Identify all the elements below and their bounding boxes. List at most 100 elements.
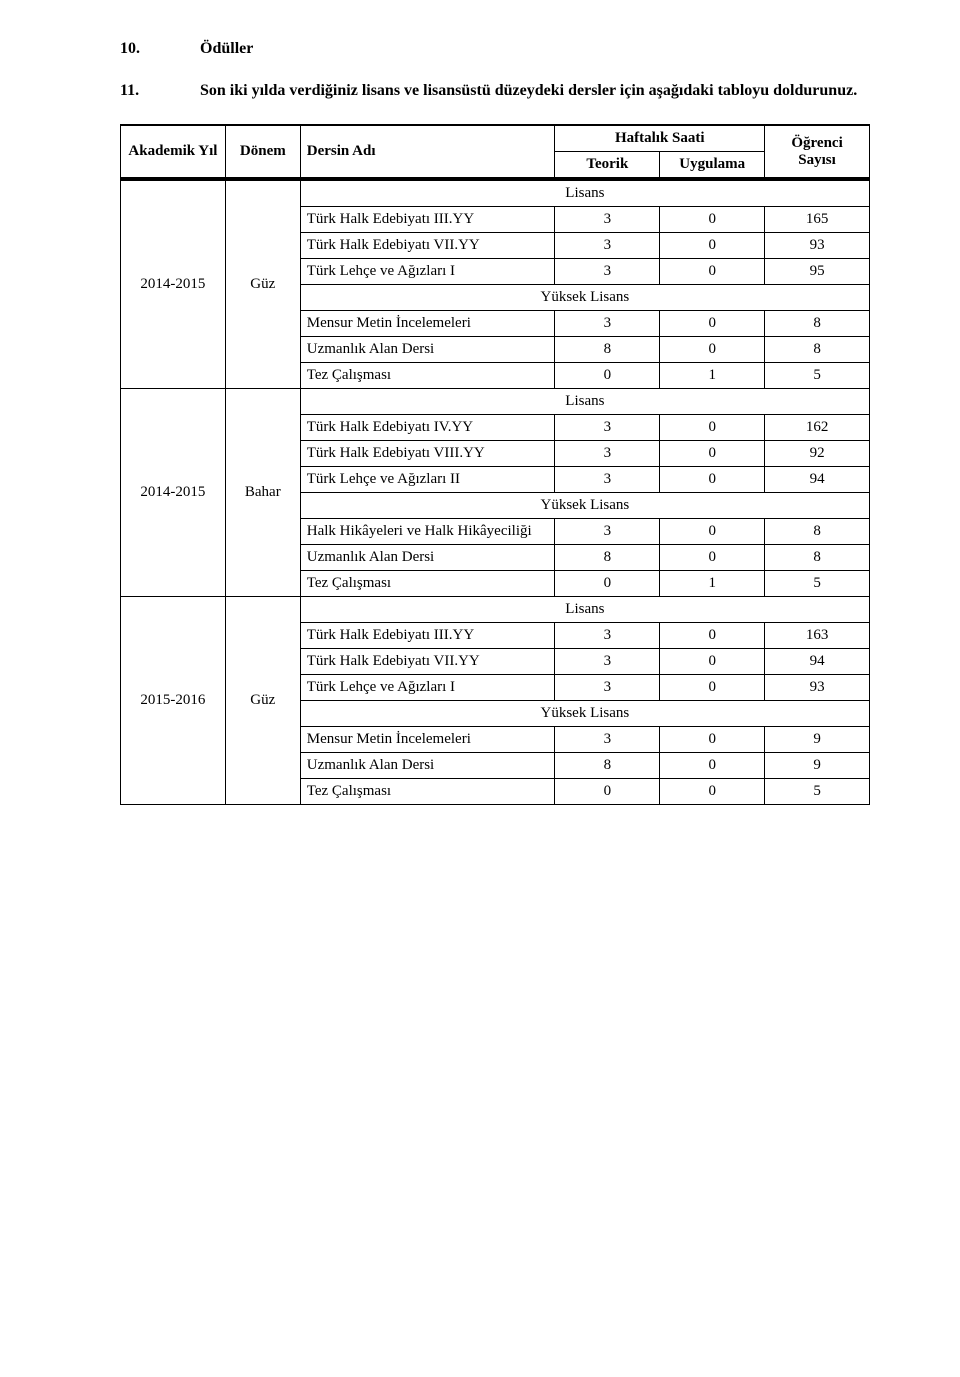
course-name-cell: Türk Lehçe ve Ağızları II	[300, 467, 555, 493]
group-label-cell: Yüksek Lisans	[300, 701, 869, 727]
course-name-cell: Uzmanlık Alan Dersi	[300, 337, 555, 363]
practice-cell: 0	[660, 467, 765, 493]
theory-cell: 3	[555, 519, 660, 545]
practice-cell: 0	[660, 545, 765, 571]
course-name-cell: Türk Halk Edebiyatı VIII.YY	[300, 441, 555, 467]
section-10-heading: 10. Ödüller	[120, 40, 870, 58]
section-11-heading: 11. Son iki yılda verdiğiniz lisans ve l…	[120, 82, 870, 100]
student-count-cell: 163	[765, 623, 870, 649]
course-name-cell: Mensur Metin İncelemeleri	[300, 311, 555, 337]
practice-cell: 1	[660, 571, 765, 597]
practice-cell: 0	[660, 441, 765, 467]
student-count-cell: 93	[765, 675, 870, 701]
col-header-donem: Dönem	[225, 125, 300, 179]
theory-cell: 0	[555, 363, 660, 389]
theory-cell: 8	[555, 337, 660, 363]
theory-cell: 0	[555, 571, 660, 597]
group-label-row: 2015-2016GüzLisans	[121, 597, 870, 623]
group-label-cell: Yüksek Lisans	[300, 493, 869, 519]
theory-cell: 3	[555, 727, 660, 753]
col-header-teorik: Teorik	[555, 152, 660, 180]
practice-cell: 0	[660, 259, 765, 285]
practice-cell: 0	[660, 649, 765, 675]
student-count-cell: 94	[765, 467, 870, 493]
course-name-cell: Türk Halk Edebiyatı VII.YY	[300, 233, 555, 259]
student-count-cell: 8	[765, 337, 870, 363]
student-count-cell: 92	[765, 441, 870, 467]
practice-cell: 0	[660, 675, 765, 701]
theory-cell: 3	[555, 207, 660, 233]
course-name-cell: Tez Çalışması	[300, 571, 555, 597]
col-header-uygulama: Uygulama	[660, 152, 765, 180]
student-count-cell: 5	[765, 363, 870, 389]
course-name-cell: Türk Lehçe ve Ağızları I	[300, 259, 555, 285]
theory-cell: 3	[555, 415, 660, 441]
group-label-cell: Lisans	[300, 389, 869, 415]
practice-cell: 0	[660, 727, 765, 753]
col-header-akademik-yil: Akademik Yıl	[121, 125, 226, 179]
term-year-cell: 2014-2015	[121, 389, 226, 597]
section-10-title: Ödüller	[200, 40, 253, 58]
term-semester-cell: Güz	[225, 179, 300, 389]
practice-cell: 0	[660, 623, 765, 649]
theory-cell: 3	[555, 259, 660, 285]
courses-table-body: 2014-2015GüzLisansTürk Halk Edebiyatı II…	[121, 179, 870, 805]
theory-cell: 8	[555, 753, 660, 779]
theory-cell: 3	[555, 441, 660, 467]
courses-table-head: Akademik Yıl Dönem Dersin Adı Haftalık S…	[121, 125, 870, 179]
practice-cell: 0	[660, 207, 765, 233]
course-name-cell: Türk Halk Edebiyatı III.YY	[300, 623, 555, 649]
group-label-row: 2014-2015GüzLisans	[121, 179, 870, 207]
practice-cell: 0	[660, 519, 765, 545]
theory-cell: 3	[555, 675, 660, 701]
course-name-cell: Türk Halk Edebiyatı III.YY	[300, 207, 555, 233]
col-header-haftalik-saati: Haftalık Saati	[555, 125, 765, 152]
student-count-cell: 8	[765, 311, 870, 337]
course-name-cell: Türk Halk Edebiyatı VII.YY	[300, 649, 555, 675]
course-name-cell: Türk Halk Edebiyatı IV.YY	[300, 415, 555, 441]
course-name-cell: Uzmanlık Alan Dersi	[300, 545, 555, 571]
term-year-cell: 2014-2015	[121, 179, 226, 389]
student-count-cell: 165	[765, 207, 870, 233]
course-name-cell: Halk Hikâyeleri ve Halk Hikâyeciliği	[300, 519, 555, 545]
student-count-cell: 95	[765, 259, 870, 285]
practice-cell: 0	[660, 311, 765, 337]
courses-table: Akademik Yıl Dönem Dersin Adı Haftalık S…	[120, 124, 870, 805]
section-10-number: 10.	[120, 40, 160, 58]
group-label-cell: Lisans	[300, 597, 869, 623]
col-header-ogrenci-sayisi: Öğrenci Sayısı	[765, 125, 870, 179]
student-count-cell: 9	[765, 727, 870, 753]
student-count-cell: 8	[765, 545, 870, 571]
section-11-number: 11.	[120, 82, 160, 100]
col-header-dersin-adi: Dersin Adı	[300, 125, 555, 179]
student-count-cell: 5	[765, 571, 870, 597]
theory-cell: 3	[555, 623, 660, 649]
group-label-cell: Lisans	[300, 179, 869, 207]
student-count-cell: 5	[765, 779, 870, 805]
theory-cell: 3	[555, 311, 660, 337]
theory-cell: 3	[555, 649, 660, 675]
practice-cell: 0	[660, 233, 765, 259]
course-name-cell: Mensur Metin İncelemeleri	[300, 727, 555, 753]
theory-cell: 3	[555, 233, 660, 259]
group-label-cell: Yüksek Lisans	[300, 285, 869, 311]
student-count-cell: 9	[765, 753, 870, 779]
student-count-cell: 162	[765, 415, 870, 441]
term-year-cell: 2015-2016	[121, 597, 226, 805]
term-semester-cell: Güz	[225, 597, 300, 805]
student-count-cell: 8	[765, 519, 870, 545]
student-count-cell: 93	[765, 233, 870, 259]
course-name-cell: Uzmanlık Alan Dersi	[300, 753, 555, 779]
section-11-title: Son iki yılda verdiğiniz lisans ve lisan…	[200, 82, 857, 100]
practice-cell: 0	[660, 415, 765, 441]
practice-cell: 1	[660, 363, 765, 389]
theory-cell: 8	[555, 545, 660, 571]
practice-cell: 0	[660, 337, 765, 363]
course-name-cell: Tez Çalışması	[300, 779, 555, 805]
practice-cell: 0	[660, 779, 765, 805]
theory-cell: 0	[555, 779, 660, 805]
practice-cell: 0	[660, 753, 765, 779]
page: 10. Ödüller 11. Son iki yılda verdiğiniz…	[0, 0, 960, 845]
student-count-cell: 94	[765, 649, 870, 675]
group-label-row: 2014-2015BaharLisans	[121, 389, 870, 415]
